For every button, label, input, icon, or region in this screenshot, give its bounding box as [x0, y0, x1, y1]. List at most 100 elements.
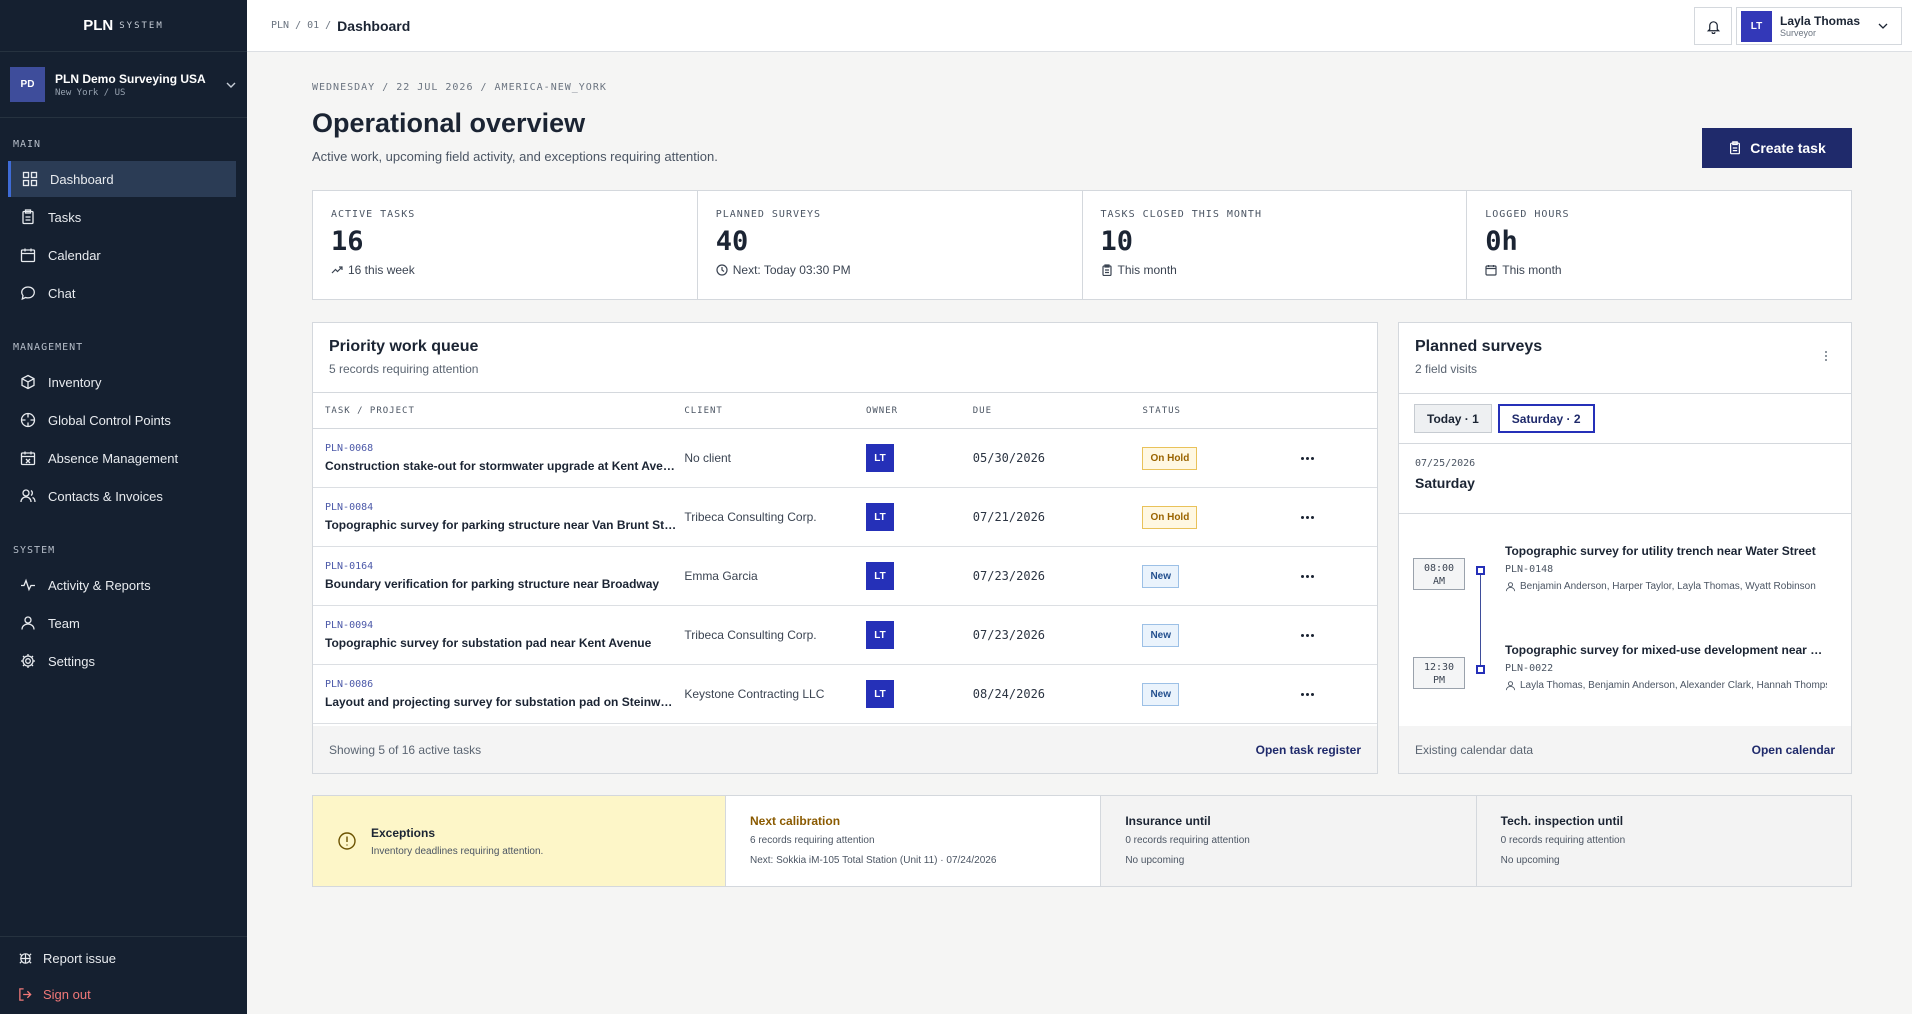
column-header[interactable]: DUE: [972, 405, 993, 416]
sidebar-item-chat[interactable]: Chat: [8, 275, 236, 311]
row-actions-icon[interactable]: [1297, 507, 1317, 527]
sidebar-item-absence-management[interactable]: Absence Management: [8, 440, 236, 476]
sidebar-item-dashboard[interactable]: Dashboard: [8, 161, 236, 197]
sidebar-item-tasks[interactable]: Tasks: [8, 199, 236, 235]
notifications-button[interactable]: [1694, 7, 1732, 45]
tab-saturday[interactable]: Saturday · 2: [1497, 404, 1595, 433]
sidebar-item-inventory[interactable]: Inventory: [8, 364, 236, 400]
task-name[interactable]: Construction stake-out for stormwater up…: [325, 459, 677, 473]
task-cell: PLN-0094 Topographic survey for substatio…: [313, 620, 684, 650]
row-actions-icon[interactable]: [1297, 625, 1317, 645]
exception-tech-inspection[interactable]: Tech. inspection until 0 records requiri…: [1477, 796, 1851, 886]
event-people-names: Layla Thomas, Benjamin Anderson, Alexand…: [1520, 680, 1827, 691]
stats-row: ACTIVE TASKS 16 16 this week PLANNED SUR…: [312, 190, 1852, 300]
more-options-icon[interactable]: [1825, 351, 1827, 361]
task-name[interactable]: Topographic survey for substation pad ne…: [325, 636, 652, 650]
nav-section-system: SYSTEM: [13, 545, 56, 556]
tab-today[interactable]: Today · 1: [1414, 404, 1492, 433]
stat-value: 10: [1100, 226, 1134, 257]
due-date: 08/24/2026: [972, 687, 1046, 701]
row-actions-icon[interactable]: [1297, 448, 1317, 468]
survey-date: 07/25/2026: [1415, 458, 1476, 469]
owner-avatar[interactable]: LT: [865, 444, 894, 472]
stat-card: TASKS CLOSED THIS MONTH 10 This month: [1083, 191, 1468, 299]
exception-count: 6 records requiring attention: [750, 835, 875, 846]
panel-subtitle: 2 field visits: [1415, 362, 1478, 376]
column-header[interactable]: CLIENT: [684, 405, 723, 416]
chevron-down-icon: [226, 82, 236, 88]
stat-card: PLANNED SURVEYS 40 Next: Today 03:30 PM: [698, 191, 1083, 299]
stat-label: TASKS CLOSED THIS MONTH: [1100, 209, 1262, 220]
client-name: No client: [684, 451, 731, 465]
sidebar-item-activity-reports[interactable]: Activity & Reports: [8, 567, 236, 603]
sidebar-item-contacts-invoices[interactable]: Contacts & Invoices: [8, 478, 236, 514]
sidebar-item-label: Dashboard: [50, 171, 114, 187]
column-header[interactable]: OWNER: [865, 405, 899, 416]
brand-sub: SYSTEM: [119, 20, 164, 31]
sign-out-link[interactable]: Sign out: [18, 987, 91, 1002]
task-name[interactable]: Topographic survey for parking structure…: [325, 518, 677, 532]
stat-note: 16 this week: [331, 263, 697, 277]
table-row[interactable]: PLN-0068 Construction stake-out for storm…: [313, 429, 1377, 488]
sidebar: PLN SYSTEM PD PLN Demo Surveying USA New…: [0, 0, 247, 1014]
sidebar-item-team[interactable]: Team: [8, 605, 236, 641]
table-footer: Showing 5 of 16 active tasks Open task r…: [313, 726, 1377, 773]
stat-note: Next: Today 03:30 PM: [716, 263, 1082, 277]
org-switcher[interactable]: PD PLN Demo Surveying USA New York / US: [0, 52, 247, 118]
report-issue-link[interactable]: Report issue: [18, 951, 116, 966]
open-calendar-link[interactable]: Open calendar: [1751, 742, 1835, 757]
column-header[interactable]: TASK / PROJECT: [325, 405, 415, 416]
table-row[interactable]: PLN-0086 Layout and projecting survey for…: [313, 665, 1377, 724]
task-name[interactable]: Boundary verification for parking struct…: [325, 577, 660, 591]
task-name[interactable]: Layout and projecting survey for substat…: [325, 695, 677, 709]
table-row[interactable]: PLN-0084 Topographic survey for parking s…: [313, 488, 1377, 547]
stat-value: 40: [715, 226, 749, 257]
clipboard-icon: [1101, 264, 1112, 276]
clock-icon: [716, 264, 728, 276]
owner-avatar[interactable]: LT: [865, 503, 894, 531]
sidebar-item-global-control-points[interactable]: Global Control Points: [8, 402, 236, 438]
exception-title: Next calibration: [750, 814, 841, 828]
team-icon: [21, 616, 35, 630]
table-header: TASK / PROJECT CLIENT OWNER DUE STATUS: [313, 393, 1377, 429]
row-actions-icon[interactable]: [1297, 684, 1317, 704]
open-task-register-link[interactable]: Open task register: [1255, 742, 1361, 757]
task-id[interactable]: PLN-0068: [325, 443, 374, 454]
event-time: 12:30 PM: [1413, 657, 1465, 689]
dateline: WEDNESDAY / 22 JUL 2026 / AMERICA-NEW_YO…: [312, 82, 607, 93]
event-id: PLN-0148: [1505, 564, 1554, 575]
gear-icon: [21, 654, 35, 668]
task-id[interactable]: PLN-0164: [325, 561, 374, 572]
dashboard-icon: [22, 171, 38, 187]
owner-avatar[interactable]: LT: [865, 680, 894, 708]
sidebar-item-label: Chat: [48, 285, 76, 301]
event-time: 08:00 AM: [1413, 558, 1465, 590]
contacts-icon: [20, 489, 36, 503]
status-badge: On Hold: [1142, 446, 1198, 470]
due-date: 07/21/2026: [972, 510, 1046, 524]
brand-logo[interactable]: PLN SYSTEM: [0, 0, 247, 52]
row-actions-icon[interactable]: [1297, 566, 1317, 586]
task-id[interactable]: PLN-0086: [325, 679, 374, 690]
table-row[interactable]: PLN-0164 Boundary verification for parkin…: [313, 547, 1377, 606]
exception-insurance[interactable]: Insurance until 0 records requiring atte…: [1101, 796, 1477, 886]
exception-count: 0 records requiring attention: [1500, 835, 1626, 846]
breadcrumb-root[interactable]: PLN: [271, 20, 290, 31]
chat-icon: [21, 286, 35, 301]
task-id[interactable]: PLN-0094: [325, 620, 374, 631]
sidebar-item-settings[interactable]: Settings: [8, 643, 236, 679]
owner-avatar[interactable]: LT: [865, 621, 894, 649]
exception-next-calibration[interactable]: Next calibration 6 records requiring att…: [726, 796, 1102, 886]
event-time-value: 08:00: [1423, 563, 1455, 574]
user-menu[interactable]: LT Layla Thomas Surveyor: [1736, 7, 1902, 45]
breadcrumb-org[interactable]: 01: [307, 20, 320, 31]
event-time-period: AM: [1432, 576, 1446, 587]
timeline-line: [1480, 571, 1481, 672]
sidebar-item-calendar[interactable]: Calendar: [8, 237, 236, 273]
column-header[interactable]: STATUS: [1142, 405, 1181, 416]
create-task-button[interactable]: Create task: [1702, 128, 1852, 168]
event-people: Layla Thomas, Benjamin Anderson, Alexand…: [1505, 680, 1827, 691]
task-id[interactable]: PLN-0084: [325, 502, 374, 513]
owner-avatar[interactable]: LT: [865, 562, 894, 590]
table-row[interactable]: PLN-0094 Topographic survey for substatio…: [313, 606, 1377, 665]
